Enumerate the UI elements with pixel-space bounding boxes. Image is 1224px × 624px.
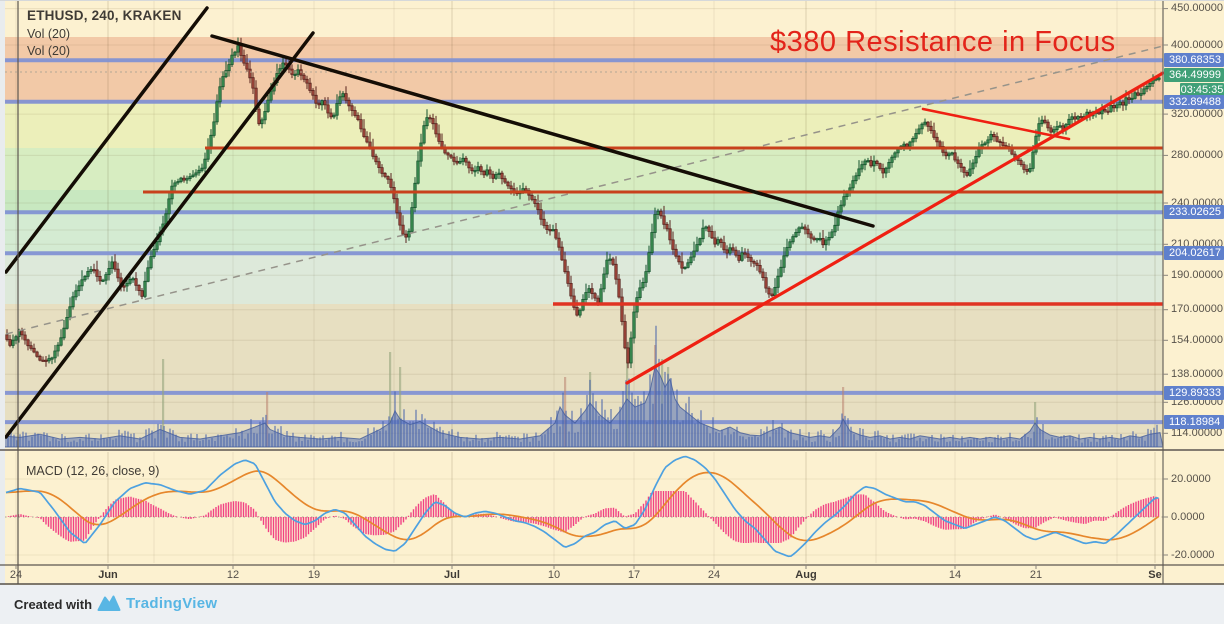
time-tick-label: 12 xyxy=(226,569,240,581)
time-tick-label: Aug xyxy=(795,569,817,581)
time-tick-label: 14 xyxy=(948,569,962,581)
current-price-badge: 364.49999 xyxy=(1164,68,1224,82)
vol-indicator-legend[interactable]: Vol (20) xyxy=(27,26,71,41)
volume-spike-bar xyxy=(266,392,269,447)
price-level-badge: 233.02625 xyxy=(1164,205,1224,219)
price-level-badge: 204.02617 xyxy=(1164,246,1224,260)
volume-spike-bar xyxy=(626,342,629,447)
price-tick-label: 320.00000 xyxy=(1171,108,1223,120)
price-tick-label: 154.00000 xyxy=(1171,334,1223,346)
price-band xyxy=(5,148,1163,190)
volume-bars xyxy=(7,325,1158,447)
time-tick-label: Jul xyxy=(444,569,460,581)
time-tick-label: 19 xyxy=(307,569,321,581)
price-band xyxy=(5,190,1163,212)
volume-spike-bar xyxy=(389,352,392,447)
annotation-title[interactable]: $380 Resistance in Focus xyxy=(770,26,1116,58)
volume-spike-bar xyxy=(399,367,402,447)
price-tick-label: 114.00000 xyxy=(1171,427,1223,439)
time-tick-label: 24 xyxy=(707,569,721,581)
time-tick-label: 24 xyxy=(9,569,23,581)
dashed-trendline[interactable] xyxy=(5,45,1164,335)
price-band xyxy=(5,103,1163,148)
trendline[interactable] xyxy=(210,34,875,228)
volume-layer xyxy=(0,325,1164,448)
tradingview-logo-icon[interactable] xyxy=(97,594,121,618)
macd-tick-label: 20.0000 xyxy=(1171,473,1211,485)
volume-spike-bar xyxy=(842,387,845,447)
created-with-label: Created with xyxy=(14,597,93,612)
price-band xyxy=(5,253,1163,304)
macd-legend[interactable]: MACD (12, 26, close, 9) xyxy=(26,464,160,478)
price-level-badge: 332.89488 xyxy=(1164,95,1224,109)
price-level-badge: 129.89333 xyxy=(1164,386,1224,400)
price-level-badge: 380.68353 xyxy=(1164,53,1224,67)
frame-layer xyxy=(0,0,1224,585)
price-tick-label: 280.00000 xyxy=(1171,149,1223,161)
bar-countdown-badge: 03:45:35 xyxy=(1180,83,1224,97)
price-level-badge: 118.18984 xyxy=(1164,415,1224,429)
level-lines-layer xyxy=(5,58,1163,425)
price-band xyxy=(5,37,1163,103)
time-tick-label: 17 xyxy=(627,569,641,581)
macd-tick-label: -20.0000 xyxy=(1171,549,1215,561)
volume-spike-bar xyxy=(162,359,165,447)
price-bands-layer xyxy=(5,37,1163,447)
time-tick-label: 10 xyxy=(547,569,561,581)
macd-pane xyxy=(5,455,1163,558)
price-tick-label: 400.00000 xyxy=(1171,39,1223,51)
trendline[interactable] xyxy=(4,6,209,274)
trendline[interactable] xyxy=(921,107,1071,141)
chart-canvas[interactable] xyxy=(0,0,1224,585)
vol-indicator-legend-2[interactable]: Vol (20) xyxy=(27,44,71,58)
time-tick-label: 21 xyxy=(1029,569,1043,581)
trendline[interactable] xyxy=(4,31,315,439)
tradingview-brand[interactable]: TradingView xyxy=(126,595,218,612)
chart-legend: ETHUSD, 240, KRAKEN Vol (20) Vol (20) xyxy=(27,9,182,58)
macd-tick-label: 0.0000 xyxy=(1171,511,1205,523)
time-tick-label: Jun xyxy=(98,569,118,581)
price-tick-label: 138.00000 xyxy=(1171,368,1223,380)
macd-histogram xyxy=(7,491,1160,543)
drawings-layer xyxy=(4,6,1165,439)
macd-line xyxy=(5,455,1159,558)
price-tick-label: 190.00000 xyxy=(1171,269,1223,281)
symbol-legend[interactable]: ETHUSD, 240, KRAKEN xyxy=(27,8,182,23)
price-band xyxy=(5,212,1163,253)
footer: Created with TradingView xyxy=(0,585,1224,624)
price-tick-label: 170.00000 xyxy=(1171,303,1223,315)
time-tick-label: Se xyxy=(1148,569,1162,581)
price-tick-label: 450.00000 xyxy=(1171,2,1223,14)
trendline[interactable] xyxy=(625,71,1165,385)
